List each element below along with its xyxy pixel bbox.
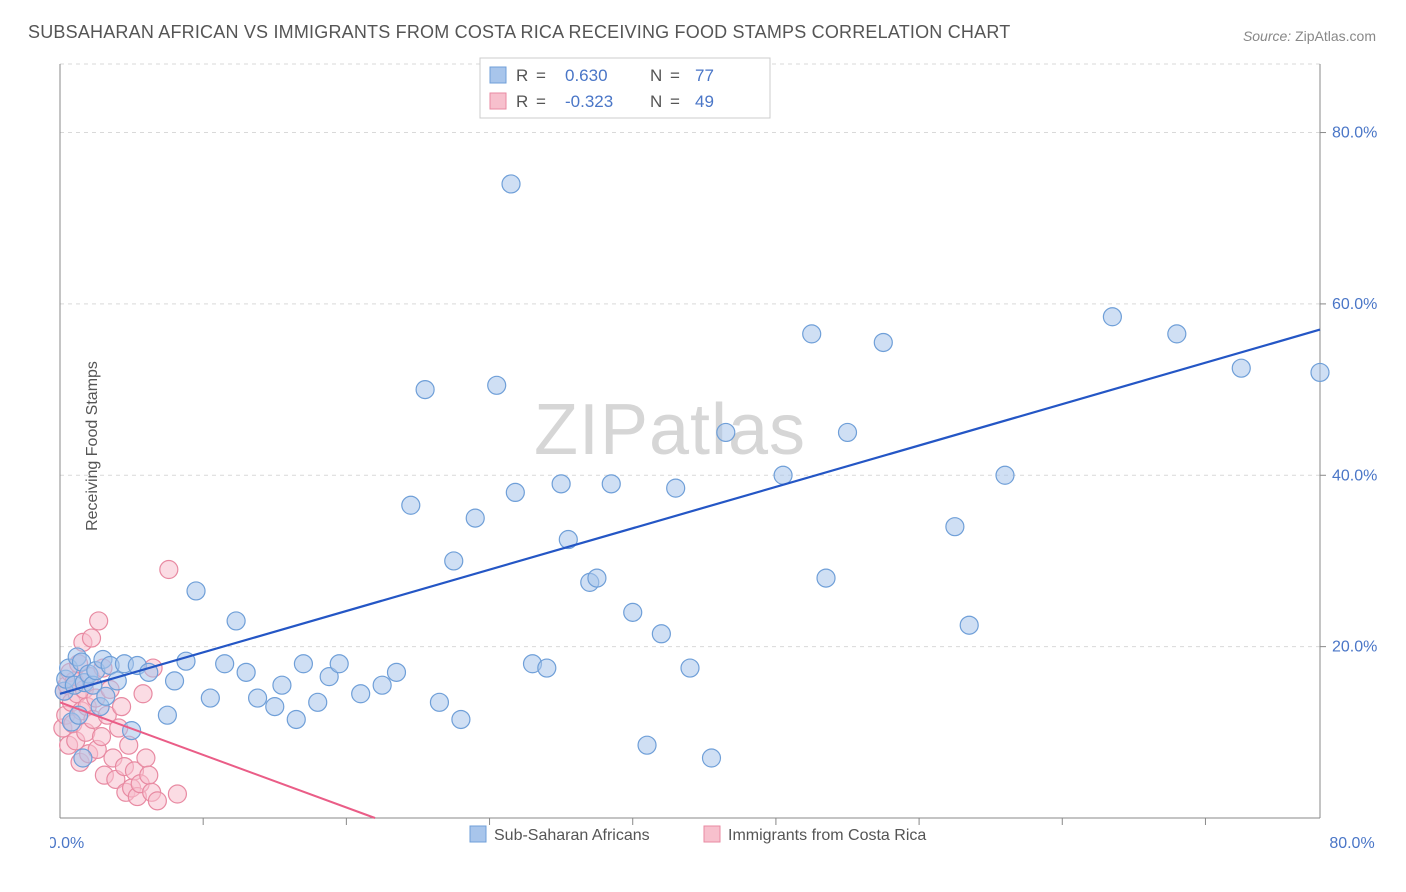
scatter-point: [249, 689, 267, 707]
stats-R-label: R: [516, 66, 528, 85]
scatter-point: [187, 582, 205, 600]
source-credit: Source: ZipAtlas.com: [1243, 28, 1376, 44]
scatter-point: [148, 792, 166, 810]
scatter-point: [452, 710, 470, 728]
scatter-point: [160, 561, 178, 579]
scatter-point: [273, 676, 291, 694]
scatter-point: [216, 655, 234, 673]
y-tick-label: 40.0%: [1332, 467, 1377, 484]
scatter-point: [960, 616, 978, 634]
stats-N-label: N: [650, 92, 662, 111]
scatter-point: [373, 676, 391, 694]
scatter-point: [552, 475, 570, 493]
scatter-point: [874, 333, 892, 351]
chart-container: SUBSAHARAN AFRICAN VS IMMIGRANTS FROM CO…: [0, 0, 1406, 892]
stats-eq: =: [536, 66, 546, 85]
scatter-point: [466, 509, 484, 527]
scatter-point: [90, 612, 108, 630]
scatter-point: [416, 381, 434, 399]
scatter-point: [97, 687, 115, 705]
scatter-point: [430, 693, 448, 711]
scatter-point: [488, 376, 506, 394]
scatter-point: [93, 728, 111, 746]
scatter-point: [839, 423, 857, 441]
source-prefix: Source:: [1243, 28, 1291, 44]
scatter-point: [294, 655, 312, 673]
legend-swatch-blue: [470, 826, 486, 842]
scatter-point: [74, 749, 92, 767]
scatter-point: [774, 466, 792, 484]
stats-N-value-blue: 77: [695, 66, 714, 85]
stats-eq2: =: [670, 66, 680, 85]
scatter-point: [1168, 325, 1186, 343]
source-name: ZipAtlas.com: [1295, 28, 1376, 44]
scatter-point: [113, 698, 131, 716]
x-label-right: 80.0%: [1329, 835, 1374, 852]
legend-swatch-pink: [704, 826, 720, 842]
stats-eq2: =: [670, 92, 680, 111]
scatter-point: [652, 625, 670, 643]
stats-N-value-pink: 49: [695, 92, 714, 111]
stats-swatch-blue: [490, 67, 506, 83]
scatter-point: [1103, 308, 1121, 326]
scatter-point: [717, 423, 735, 441]
scatter-point: [702, 749, 720, 767]
scatter-point: [1232, 359, 1250, 377]
scatter-point: [602, 475, 620, 493]
scatter-point: [817, 569, 835, 587]
scatter-point: [137, 749, 155, 767]
scatter-point: [168, 785, 186, 803]
scatter-point: [330, 655, 348, 673]
scatter-point: [588, 569, 606, 587]
scatter-point: [445, 552, 463, 570]
scatter-point: [201, 689, 219, 707]
scatter-point: [158, 706, 176, 724]
scatter-point: [402, 496, 420, 514]
scatter-point: [309, 693, 327, 711]
y-tick-label: 80.0%: [1332, 125, 1377, 142]
scatter-point: [134, 685, 152, 703]
scatter-point: [140, 766, 158, 784]
stats-eq: =: [536, 92, 546, 111]
x-label-left: 0.0%: [50, 835, 84, 852]
chart-title: SUBSAHARAN AFRICAN VS IMMIGRANTS FROM CO…: [28, 22, 1010, 43]
watermark-text: ZIPatlas: [534, 390, 806, 470]
scatter-point: [667, 479, 685, 497]
scatter-point: [1311, 363, 1329, 381]
scatter-point: [996, 466, 1014, 484]
scatter-point: [803, 325, 821, 343]
legend-label-pink: Immigrants from Costa Rica: [728, 827, 926, 844]
scatter-point: [287, 710, 305, 728]
scatter-point: [506, 483, 524, 501]
scatter-point: [681, 659, 699, 677]
scatter-point: [946, 518, 964, 536]
y-tick-label: 60.0%: [1332, 296, 1377, 313]
scatter-point: [538, 659, 556, 677]
scatter-point: [266, 698, 284, 716]
scatter-point: [387, 663, 405, 681]
scatter-point: [237, 663, 255, 681]
stats-N-label: N: [650, 66, 662, 85]
scatter-point: [83, 629, 101, 647]
stats-swatch-pink: [490, 93, 506, 109]
legend-label-blue: Sub-Saharan Africans: [494, 827, 650, 844]
scatter-point: [624, 603, 642, 621]
scatter-point: [638, 736, 656, 754]
scatter-plot: ZIPatlas 20.0% 40.0% 60.0% 80.0% 0.0% 80.0% R…: [50, 54, 1380, 864]
stats-R-value-blue: 0.630: [565, 66, 608, 85]
stats-R-value-pink: -0.323: [565, 92, 613, 111]
scatter-point: [166, 672, 184, 690]
scatter-point: [227, 612, 245, 630]
scatter-point: [352, 685, 370, 703]
trend-line-blue: [60, 330, 1320, 694]
y-tick-label: 20.0%: [1332, 639, 1377, 656]
stats-R-label: R: [516, 92, 528, 111]
scatter-point: [502, 175, 520, 193]
